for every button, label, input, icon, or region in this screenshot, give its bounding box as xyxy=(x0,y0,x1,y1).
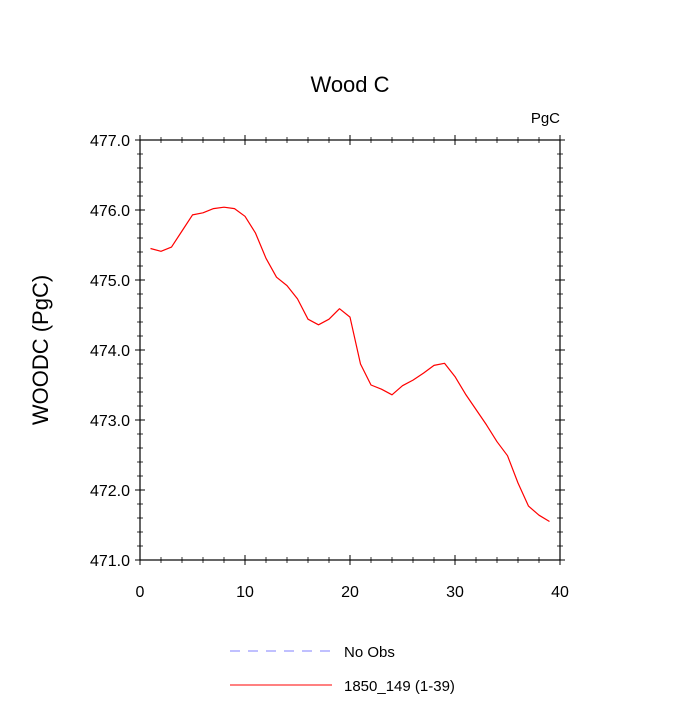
legend: No Obs 1850_149 (1-39) xyxy=(230,644,455,695)
plot-area xyxy=(150,206,550,523)
y-tick-label: 472.0 xyxy=(90,483,130,500)
x-tick-label: 10 xyxy=(236,584,254,601)
chart-title: Wood C xyxy=(310,72,389,97)
plot-frame xyxy=(139,139,561,561)
y-tick-label: 477.0 xyxy=(90,133,130,150)
y-axis-label: WOODC (PgC) xyxy=(28,275,53,425)
legend-label: 1850_149 (1-39) xyxy=(344,678,455,695)
units-label: PgC xyxy=(531,110,560,127)
y-tick-label: 476.0 xyxy=(90,203,130,220)
series-line xyxy=(150,206,550,523)
y-tick-label: 474.0 xyxy=(90,343,130,360)
x-tick-label: 40 xyxy=(551,584,569,601)
legend-label: No Obs xyxy=(344,644,395,661)
x-tick-label: 0 xyxy=(136,584,145,601)
y-tick-label: 473.0 xyxy=(90,413,130,430)
axes: 471.0 472.0 473.0 474.0 475.0 476.0 477.0 0 10 20… xyxy=(90,133,569,601)
x-tick-label: 20 xyxy=(341,584,359,601)
y-tick-label: 471.0 xyxy=(90,553,130,570)
y-tick-label: 475.0 xyxy=(90,273,130,290)
x-tick-label: 30 xyxy=(446,584,464,601)
